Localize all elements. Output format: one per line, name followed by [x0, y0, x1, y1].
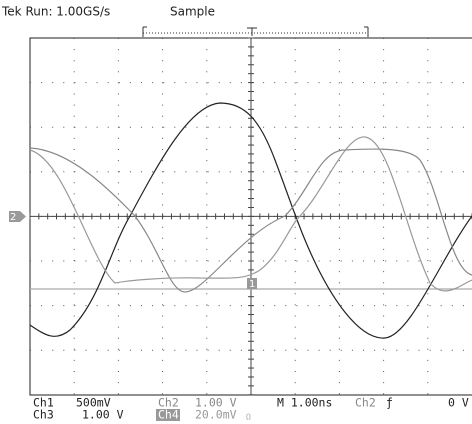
trace-ch3 [29, 136, 472, 292]
trigger-level: 0 V [448, 396, 469, 410]
ch4-scale: 20.0mV [195, 408, 237, 422]
ch1-scale: 500mV [76, 396, 111, 410]
channel-marker-arrow [20, 211, 26, 222]
ground-marker: 1 [249, 279, 255, 290]
ch1-label: Ch1 [33, 396, 54, 410]
ch2-label: Ch2 [158, 396, 179, 410]
status-text: Tek Run: 1.00GS/s [1, 5, 110, 19]
ch4-coupling: Ω [246, 413, 251, 422]
ground-marker-box [247, 278, 257, 289]
record-bracket [142, 26, 369, 37]
channel-marker-box [9, 211, 20, 222]
ch3-label: Ch3 [33, 408, 54, 422]
trigger-slope: ƒ [386, 396, 393, 410]
ch3-scale: 1.00 V [82, 408, 124, 422]
trace-ch2 [29, 147, 472, 293]
ch2-scale: 1.00 V [195, 396, 237, 410]
ch4-highlight [156, 409, 180, 421]
mode-text: Sample [170, 5, 215, 19]
ch4-label: Ch4 [158, 408, 179, 422]
trace-ch1 [29, 102, 472, 339]
trigger-source: Ch2 [355, 396, 376, 410]
timebase: M 1.00ns [277, 396, 332, 410]
channel-marker: 2 [10, 212, 16, 223]
